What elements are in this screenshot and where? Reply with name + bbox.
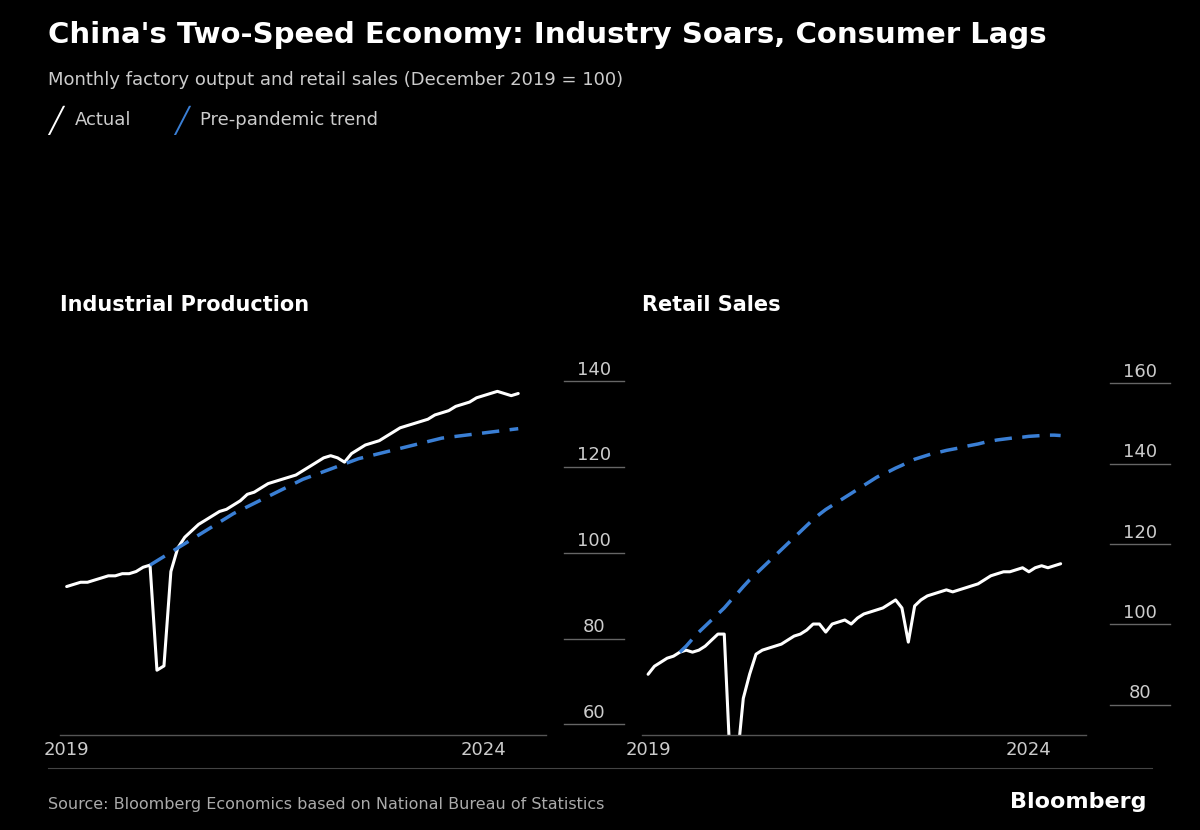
Text: Industrial Production: Industrial Production	[60, 295, 310, 315]
Text: 120: 120	[577, 447, 611, 465]
Text: 140: 140	[577, 360, 611, 378]
Text: Source: Bloomberg Economics based on National Bureau of Statistics: Source: Bloomberg Economics based on Nat…	[48, 797, 605, 812]
Text: Bloomberg: Bloomberg	[1009, 792, 1146, 812]
Text: 100: 100	[1123, 604, 1157, 622]
Text: 120: 120	[1123, 524, 1157, 541]
Text: Retail Sales: Retail Sales	[642, 295, 781, 315]
Text: ╱: ╱	[48, 105, 64, 135]
Text: ╱: ╱	[174, 105, 190, 135]
Text: 80: 80	[583, 618, 605, 636]
Text: 60: 60	[583, 704, 605, 722]
Text: 100: 100	[577, 532, 611, 550]
Text: Monthly factory output and retail sales (December 2019 = 100): Monthly factory output and retail sales …	[48, 71, 623, 89]
Text: China's Two-Speed Economy: Industry Soars, Consumer Lags: China's Two-Speed Economy: Industry Soar…	[48, 21, 1046, 49]
Text: 80: 80	[1129, 684, 1151, 702]
Text: Actual: Actual	[74, 111, 131, 129]
Text: 160: 160	[1123, 363, 1157, 381]
Text: 140: 140	[1123, 443, 1157, 461]
Text: Pre-pandemic trend: Pre-pandemic trend	[200, 111, 378, 129]
